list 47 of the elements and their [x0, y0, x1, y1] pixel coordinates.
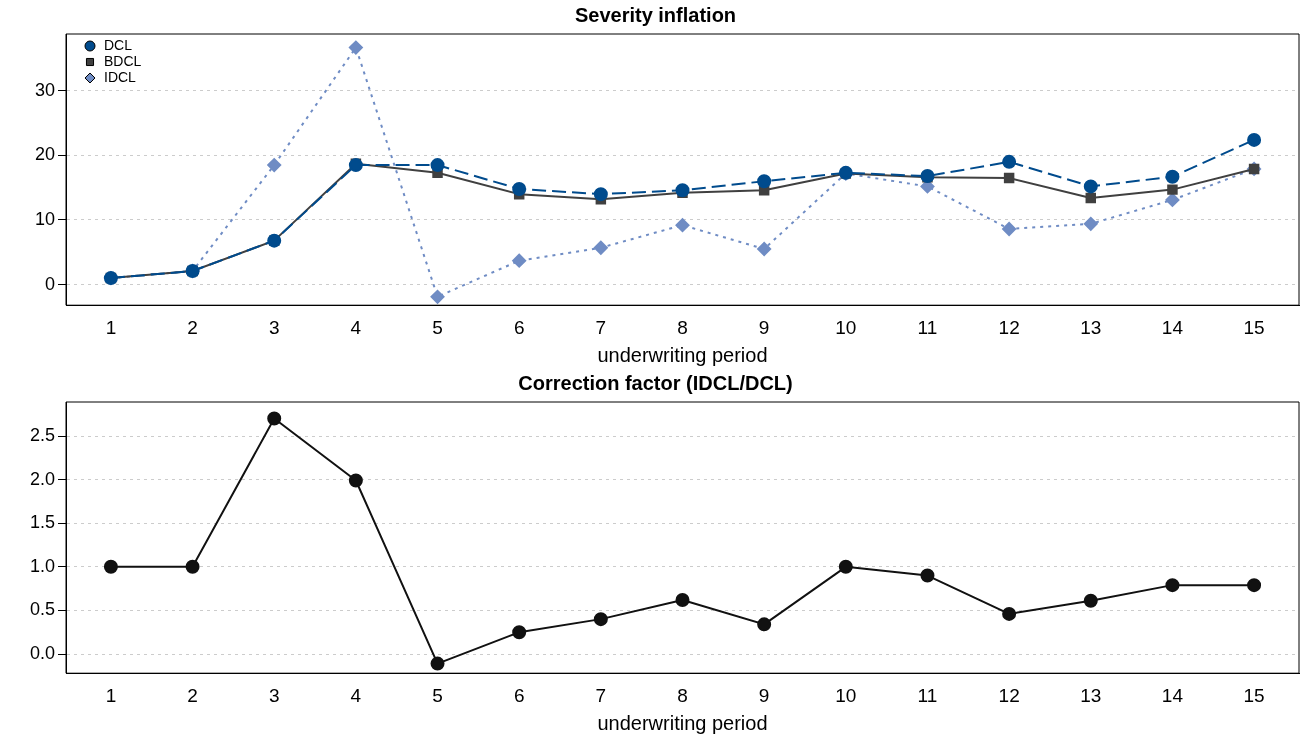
legend-label: IDCL	[104, 68, 137, 85]
legend-label: DCL	[104, 36, 133, 53]
x-tick-label: 5	[432, 684, 443, 706]
x-tick-label: 3	[268, 684, 280, 706]
x-axis-title: underwriting period	[597, 711, 768, 734]
x-tick-label: 15	[1243, 684, 1265, 706]
x-tick-label: 8	[677, 684, 688, 706]
y-tick-label: 2.5	[29, 424, 55, 445]
x-tick-label: 11	[917, 316, 938, 338]
x-tick-label: 14	[1161, 316, 1184, 338]
x-tick-label: 1	[105, 684, 117, 706]
chart-title: Severity inflation	[574, 3, 737, 26]
x-tick-label: 8	[677, 316, 688, 338]
x-tick-label: 7	[595, 684, 607, 706]
legend-label: BDCL	[104, 52, 142, 69]
x-tick-label: 9	[758, 316, 770, 338]
y-tick-label: 1.0	[29, 555, 55, 576]
x-axis-title: underwriting period	[597, 343, 768, 366]
y-tick-label: 2.0	[29, 468, 55, 489]
y-tick-label: 1.5	[29, 512, 55, 533]
x-tick-label: 1	[105, 316, 117, 338]
x-tick-label: 2	[187, 316, 198, 338]
y-tick-label: 10	[34, 208, 55, 229]
x-tick-label: 4	[350, 316, 362, 338]
x-tick-label: 11	[917, 684, 938, 706]
x-tick-label: 13	[1080, 684, 1102, 706]
x-tick-label: 3	[268, 316, 280, 338]
x-tick-label: 10	[835, 684, 857, 706]
y-tick-label: 0	[44, 273, 55, 294]
x-tick-label: 6	[513, 684, 525, 706]
y-tick-label: 0.0	[29, 642, 55, 663]
x-tick-label: 15	[1243, 316, 1265, 338]
chart-title: Correction factor (IDCL/DCL)	[518, 371, 793, 394]
x-tick-label: 13	[1080, 316, 1102, 338]
x-tick-label: 14	[1161, 684, 1184, 706]
x-tick-label: 5	[432, 316, 443, 338]
x-tick-label: 4	[350, 684, 362, 706]
y-tick-label: 20	[34, 144, 55, 165]
x-tick-label: 10	[835, 316, 857, 338]
x-tick-label: 12	[998, 684, 1020, 706]
y-tick-label: 30	[34, 79, 55, 100]
x-tick-label: 9	[758, 684, 770, 706]
x-tick-label: 6	[513, 316, 525, 338]
y-tick-label: 0.5	[29, 599, 55, 620]
x-tick-label: 2	[187, 684, 198, 706]
x-tick-label: 7	[595, 316, 607, 338]
x-tick-label: 12	[998, 316, 1020, 338]
